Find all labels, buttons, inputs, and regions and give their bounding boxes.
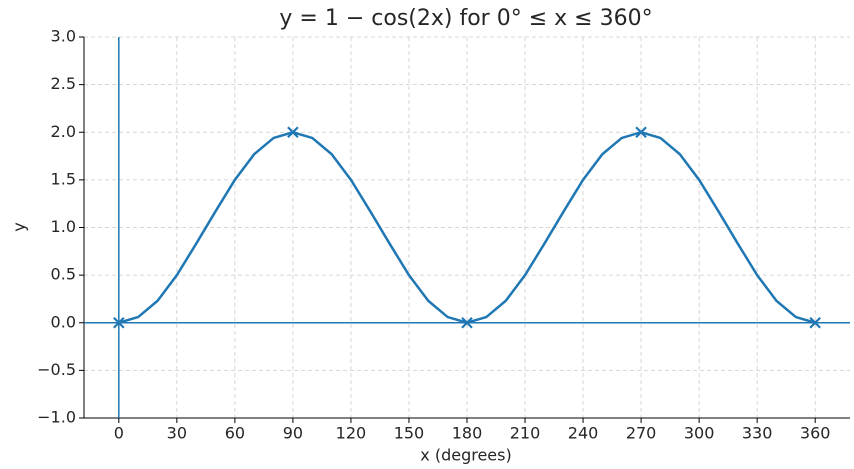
x-tick-label: 270 (626, 424, 657, 443)
x-tick-label: 240 (568, 424, 599, 443)
y-tick-label: 1.5 (51, 169, 76, 188)
x-tick-label: 210 (510, 424, 541, 443)
x-tick-label: 120 (336, 424, 367, 443)
y-tick-label: 0.5 (51, 265, 76, 284)
y-tick-label: 2.0 (51, 122, 76, 141)
x-tick-label: 150 (394, 424, 425, 443)
x-tick-label: 90 (283, 424, 303, 443)
marker (113, 316, 125, 329)
marker (287, 126, 299, 139)
x-tick-label: 300 (684, 424, 715, 443)
x-tick-label: 330 (742, 424, 773, 443)
x-tick-label: 180 (452, 424, 483, 443)
x-tick-label: 60 (225, 424, 245, 443)
x-tick-label: 30 (167, 424, 187, 443)
y-tick-label: −0.5 (37, 360, 76, 379)
x-tick-label: 0 (114, 424, 124, 443)
chart-title: y = 1 − cos(2x) for 0° ≤ x ≤ 360° (279, 6, 652, 31)
y-tick-label: 0.0 (51, 312, 76, 331)
y-tick-label: 3.0 (51, 27, 76, 46)
y-tick-label: 2.5 (51, 74, 76, 93)
y-tick-label: −1.0 (37, 408, 76, 427)
marker (635, 126, 647, 139)
y-axis-label: y (10, 222, 29, 231)
x-tick-label: 360 (800, 424, 831, 443)
x-axis-label: x (degrees) (420, 446, 511, 465)
y-tick-label: 1.0 (51, 217, 76, 236)
marker (461, 316, 473, 329)
marker (809, 316, 821, 329)
